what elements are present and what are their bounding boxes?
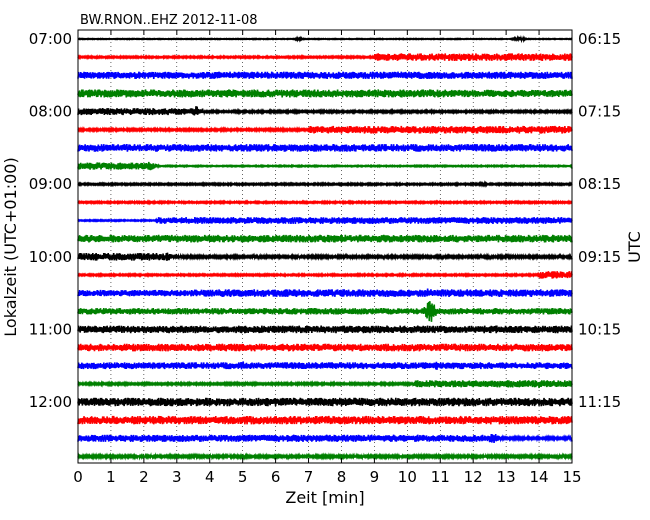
trace-row-6 bbox=[77, 144, 573, 152]
y-tick-label-right: 11:15 bbox=[578, 393, 621, 411]
x-tick-label: 15 bbox=[562, 468, 581, 486]
trace-row-16 bbox=[77, 325, 573, 334]
trace-row-23 bbox=[77, 452, 573, 461]
x-tick-label: 13 bbox=[497, 468, 516, 486]
trace-lines bbox=[77, 34, 573, 461]
trace-row-8 bbox=[77, 180, 573, 188]
y-axis-right-label: UTC bbox=[625, 231, 644, 263]
x-tick-label: 11 bbox=[431, 468, 450, 486]
x-tick-label: 10 bbox=[398, 468, 417, 486]
y-tick-label-right: 07:15 bbox=[578, 103, 621, 121]
x-tick-label: 6 bbox=[271, 468, 281, 486]
trace-row-9 bbox=[77, 199, 573, 206]
y-tick-label-left: 09:00 bbox=[29, 175, 72, 193]
trace-row-12 bbox=[77, 252, 573, 262]
trace-row-0 bbox=[77, 34, 573, 44]
x-tick-label: 9 bbox=[370, 468, 380, 486]
x-tick-label: 2 bbox=[139, 468, 149, 486]
trace-row-17 bbox=[77, 343, 573, 352]
y-axis-right-ticks: 06:15 07:15 08:15 09:15 10:15 11:15 bbox=[567, 30, 621, 411]
trace-row-2 bbox=[77, 71, 573, 79]
y-tick-label-right: 09:15 bbox=[578, 248, 621, 266]
x-tick-label: 5 bbox=[238, 468, 248, 486]
trace-row-7 bbox=[77, 161, 573, 171]
trace-row-11 bbox=[77, 234, 573, 243]
x-tick-label: 1 bbox=[106, 468, 116, 486]
trace-row-21 bbox=[77, 415, 573, 425]
x-tick-label: 8 bbox=[337, 468, 347, 486]
trace-row-22 bbox=[77, 433, 573, 443]
y-tick-label-left: 12:00 bbox=[29, 393, 72, 411]
x-tick-label: 0 bbox=[73, 468, 83, 486]
trace-row-14 bbox=[77, 288, 573, 297]
trace-row-10 bbox=[77, 217, 573, 224]
x-tick-label: 4 bbox=[205, 468, 215, 486]
chart-title: BW.RNON..EHZ 2012-11-08 bbox=[80, 13, 258, 28]
trace-row-20 bbox=[77, 397, 573, 407]
y-tick-label-left: 11:00 bbox=[29, 320, 72, 338]
y-tick-label-right: 08:15 bbox=[578, 175, 621, 193]
x-axis-ticks: 0 1 2 3 4 5 6 7 8 9 10 11 12 13 14 15 bbox=[73, 30, 582, 486]
trace-row-1 bbox=[77, 53, 573, 62]
y-tick-label-left: 08:00 bbox=[29, 103, 72, 121]
x-tick-label: 3 bbox=[172, 468, 182, 486]
plot-frame bbox=[77, 29, 573, 464]
y-axis-left-label: Lokalzeit (UTC+01:00) bbox=[1, 157, 20, 336]
vertical-grid bbox=[110, 30, 540, 463]
trace-row-19 bbox=[77, 379, 573, 389]
y-axis-left-ticks: 07:00 08:00 09:00 10:00 11:00 12:00 bbox=[29, 30, 83, 411]
trace-row-3 bbox=[77, 89, 573, 98]
trace-row-15 bbox=[77, 301, 573, 322]
y-tick-label-right: 10:15 bbox=[578, 320, 621, 338]
x-axis-label: Zeit [min] bbox=[285, 488, 364, 507]
y-tick-label-left: 10:00 bbox=[29, 248, 72, 266]
y-tick-label-right: 06:15 bbox=[578, 30, 621, 48]
y-tick-label-left: 07:00 bbox=[29, 30, 72, 48]
trace-row-5 bbox=[77, 125, 573, 134]
x-tick-label: 7 bbox=[304, 468, 314, 486]
trace-row-18 bbox=[77, 361, 573, 370]
x-tick-label: 12 bbox=[464, 468, 483, 486]
x-tick-label: 14 bbox=[530, 468, 549, 486]
trace-row-13 bbox=[77, 271, 573, 279]
trace-row-4 bbox=[77, 106, 573, 116]
